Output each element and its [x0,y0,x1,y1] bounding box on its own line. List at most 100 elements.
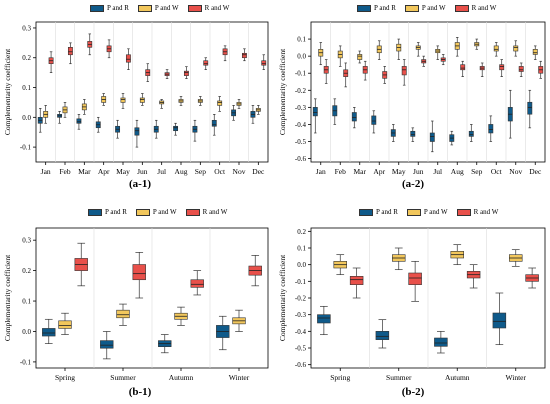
box-p-and-w [415,42,421,57]
legend-swatch-p-and-w [404,4,419,12]
y-tick-label: 0.0 [297,261,306,269]
x-tick-label: Aug [175,167,188,176]
y-tick-label: 0.2 [297,228,306,236]
legend-label-r-and-w: R and W [204,4,230,12]
box-r-and-w [343,62,349,88]
box-body [58,320,72,329]
y-axis-label: Complementarity coefficient [3,48,12,135]
y-tick-label: 0.0 [22,328,31,336]
box-body [261,60,267,66]
box-body [532,49,538,55]
box-p-and-w [236,99,242,109]
box-p-and-r [37,108,43,133]
box-p-and-r [216,315,230,351]
legend-label-r-and-w: R and W [473,208,499,216]
x-tick-label: Winter [505,373,526,382]
box-body [67,47,73,56]
y-axis-label: Complementarity coefficient [278,48,287,135]
legend-item-r-and-w: R and W [456,208,499,216]
box-p-and-w [116,303,130,326]
legend-item-r-and-w: R and W [454,4,497,12]
box-r-and-w [67,42,73,65]
legend-a-1: P and R P and W R and W [90,4,234,12]
box-p-and-r [468,124,474,142]
y-tick-label: -0.3 [295,104,307,112]
legend-b-1: P and R P and W R and W [88,208,232,216]
x-tick-label: Autumn [445,373,470,382]
box-p-and-w [139,93,145,106]
x-tick-label: Nov [509,167,522,176]
box-p-and-w [101,93,107,106]
x-tick-label: Apr [373,167,385,176]
box-p-and-w [333,254,347,276]
x-tick-label: Spring [55,373,75,382]
y-tick-label: 0.1 [297,245,306,253]
legend-swatch-p-and-w [135,208,150,216]
box-p-and-r [192,119,198,142]
box-body [468,130,474,137]
y-tick-label: -0.4 [295,328,307,336]
box-body [351,112,357,122]
legend-swatch-p-and-r [88,208,102,216]
y-axis-label: Complementarity coefficient [3,254,12,341]
box-p-and-w [454,37,460,57]
box-p-and-w [532,45,538,60]
chart-panel-b-1: P and R P and W R and W -0.1 0.0 0.1 0.2 0.3… [0,202,275,404]
box-body [460,64,466,71]
chart-svg-b-2: -0.6 -0.5 -0.4 -0.3 -0.2 -0.1 0.0 0.1 0.2 Complem… [278,227,546,382]
box-r-and-w [421,55,427,67]
y-tick-label: -0.4 [295,121,307,129]
box-p-and-r [57,111,63,124]
x-tick-label: Summer [386,373,412,382]
x-tick-label: Dec [529,167,542,176]
legend-label-p-and-w: P and W [421,4,446,12]
box-r-and-w [132,251,146,299]
box-p-and-w [62,102,68,118]
x-tick-label: Oct [214,167,226,176]
legend-item-p-and-r: P and R [357,4,396,12]
box-r-and-w [538,60,544,79]
box-p-and-r [492,292,507,346]
legend-swatch-p-and-r [357,4,371,12]
box-r-and-w [145,63,151,82]
legend-label-p-and-w: P and W [154,4,179,12]
box-r-and-w [408,260,422,302]
box-p-and-r [173,122,179,136]
y-tick-label: 0.2 [22,54,31,62]
box-body [527,101,533,115]
legend-swatch-r-and-w [456,208,471,216]
y-tick-label: 0.1 [22,84,31,92]
box-body [375,331,390,340]
x-tick-label: Spring [330,373,350,382]
legend-swatch-p-and-w [406,208,421,216]
x-tick-label: Apr [98,167,110,176]
legend-item-p-and-r: P and R [359,208,398,216]
box-r-and-w [401,59,407,86]
box-body [434,337,448,347]
box-p-and-w [318,42,324,66]
y-tick-label: -0.1 [20,144,32,152]
box-body [173,125,179,132]
box-body [120,97,126,103]
x-tick-label: Jan [316,167,326,176]
box-body [241,52,247,59]
box-body [488,124,494,134]
box-p-and-r [250,105,256,124]
legend-label-r-and-w: R and W [471,4,497,12]
panel-label-b-2: (b-2) [401,386,425,398]
box-p-and-r [95,116,101,133]
box-r-and-w [518,62,524,77]
box-p-and-w [396,38,402,60]
x-tick-label: Feb [335,167,347,176]
legend-item-r-and-w: R and W [187,4,230,12]
x-tick-label: Autumn [169,373,194,382]
legend-item-r-and-w: R and W [185,208,227,216]
box-p-and-w [357,50,363,64]
box-body [408,272,422,285]
box-p-and-w [174,306,188,326]
box-body [349,276,364,285]
chart-svg-a-1: -0.1 0.0 0.1 0.2 0.3 Complementarity coeffici… [3,21,269,176]
box-r-and-w [525,267,539,289]
box-p-and-r [351,107,357,129]
legend-item-p-and-r: P and R [90,4,129,12]
